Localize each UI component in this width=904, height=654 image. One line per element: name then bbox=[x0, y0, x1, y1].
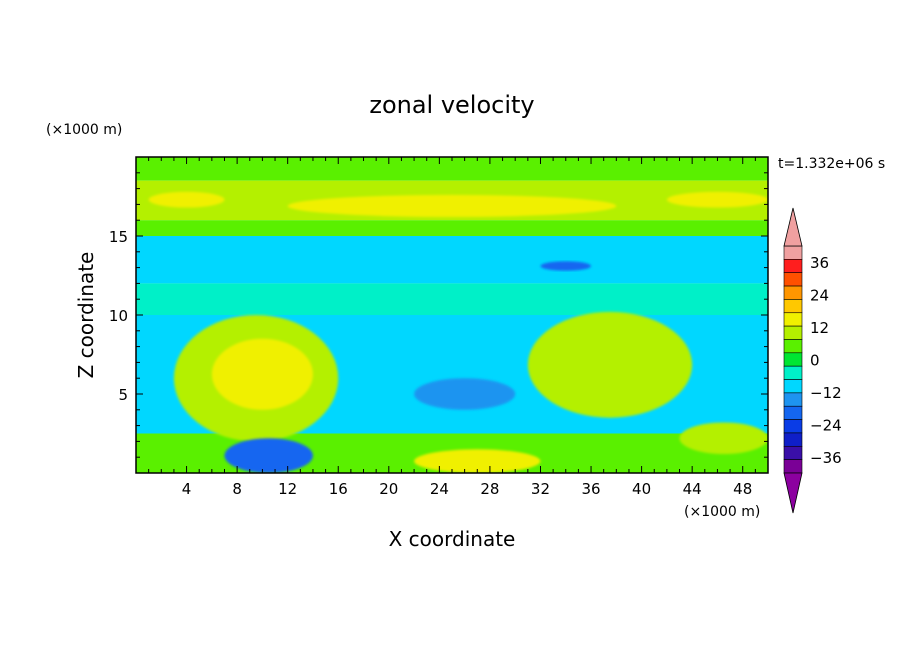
field-band-4 bbox=[136, 283, 768, 315]
colorbar-swatch bbox=[783, 352, 803, 367]
field-bottom-right-positive bbox=[679, 422, 768, 455]
x-tick-label: 28 bbox=[480, 480, 499, 498]
x-tick-label: 36 bbox=[581, 480, 600, 498]
colorbar-tick-label: 0 bbox=[810, 352, 820, 370]
x-tick-label: 44 bbox=[683, 480, 702, 498]
x-tick-label: 40 bbox=[632, 480, 651, 498]
colorbar-swatch bbox=[783, 325, 803, 340]
chart-title: zonal velocity bbox=[369, 91, 534, 119]
time-label: t=1.332e+06 s bbox=[778, 156, 885, 172]
y-axis: 5 10 15 bbox=[109, 172, 768, 458]
colorbar-swatch bbox=[783, 259, 803, 274]
colorbar-tick-label: 36 bbox=[810, 254, 829, 272]
colorbar-swatch bbox=[783, 285, 803, 300]
colorbar-swatch bbox=[783, 245, 803, 260]
field-bottom-center-positive bbox=[414, 449, 541, 473]
x-tick-label: 16 bbox=[329, 480, 348, 498]
x-tick-label: 48 bbox=[733, 480, 752, 498]
colorbar-tick-label: −36 bbox=[810, 449, 842, 467]
field-bottom-left-negative bbox=[224, 438, 313, 473]
field-mid-negative-core bbox=[414, 378, 516, 410]
colorbar-tick-label: 12 bbox=[810, 319, 829, 337]
colorbar-swatch bbox=[783, 339, 803, 354]
field-left-core-high bbox=[148, 191, 225, 208]
y-tick-label: 5 bbox=[118, 386, 128, 404]
y-tick-label: 10 bbox=[109, 307, 128, 325]
field-jet-core bbox=[287, 194, 617, 218]
colorbar-swatch bbox=[783, 419, 803, 434]
x-tick-label: 24 bbox=[430, 480, 449, 498]
colorbar-swatch bbox=[783, 405, 803, 420]
x-tick-label: 8 bbox=[232, 480, 242, 498]
y-tick-label: 15 bbox=[109, 228, 128, 246]
y-unit-label: (×1000 m) bbox=[46, 122, 122, 138]
colorbar-swatch bbox=[783, 312, 803, 327]
x-axis: 4 8 12 16 20 24 28 32 36 40 44 48 bbox=[148, 157, 756, 498]
field-left-positive-lobe-core bbox=[211, 338, 313, 410]
x-axis-label: X coordinate bbox=[389, 527, 516, 551]
field-right-positive-lobe bbox=[527, 311, 693, 418]
colorbar: 36 24 12 0 −12 −24 −36 bbox=[783, 207, 842, 514]
colorbar-extend-low bbox=[783, 472, 803, 514]
colorbar-swatch bbox=[783, 365, 803, 380]
field-right-core-high bbox=[666, 191, 768, 208]
velocity-field bbox=[136, 157, 768, 473]
field-band-2 bbox=[136, 220, 768, 236]
colorbar-swatch bbox=[783, 379, 803, 394]
field-band-3 bbox=[136, 236, 768, 284]
x-tick-label: 4 bbox=[182, 480, 192, 498]
colorbar-swatch bbox=[783, 272, 803, 287]
x-tick-label: 20 bbox=[379, 480, 398, 498]
x-unit-label: (×1000 m) bbox=[684, 504, 760, 520]
colorbar-swatch bbox=[783, 445, 803, 460]
colorbar-extend-high bbox=[783, 207, 803, 247]
colorbar-tick-label: 24 bbox=[810, 287, 829, 305]
x-tick-label: 12 bbox=[278, 480, 297, 498]
colorbar-tick-label: −24 bbox=[810, 416, 842, 434]
colorbar-swatch bbox=[783, 392, 803, 407]
colorbar-tick-label: −12 bbox=[810, 384, 842, 402]
y-axis-label: Z coordinate bbox=[74, 252, 98, 379]
field-band-0 bbox=[136, 157, 768, 181]
colorbar-swatch bbox=[783, 459, 803, 474]
field-upper-negative-streak bbox=[540, 261, 592, 271]
colorbar-swatch bbox=[783, 299, 803, 314]
colorbar-swatch bbox=[783, 432, 803, 447]
x-tick-label: 32 bbox=[531, 480, 550, 498]
